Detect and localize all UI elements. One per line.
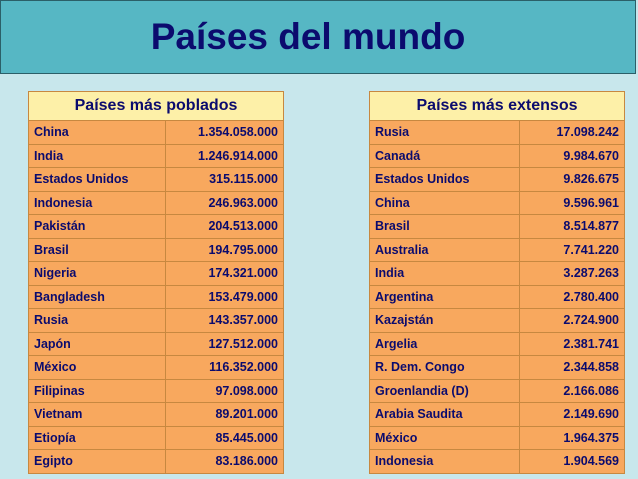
country-value: 9.826.675 [519, 167, 625, 192]
table-row: China 9.596.961 [368, 190, 625, 215]
country-value: 174.321.000 [164, 261, 285, 286]
table-row: India 3.287.263 [368, 261, 625, 286]
table-row: Estados Unidos 315.115.000 [28, 167, 285, 192]
country-value: 83.186.000 [164, 449, 285, 474]
table-row: México 1.964.375 [368, 425, 625, 450]
most-populated-header: Países más poblados [28, 91, 284, 121]
table-row: Canadá 9.984.670 [368, 143, 625, 168]
country-name: Estados Unidos [28, 167, 166, 192]
country-value: 85.445.000 [164, 425, 285, 450]
country-name: Canadá [368, 143, 521, 168]
country-name: Brasil [28, 237, 166, 262]
country-value: 1.964.375 [519, 425, 625, 450]
country-name: Etiopía [28, 425, 166, 450]
country-value: 7.741.220 [519, 237, 625, 262]
country-value: 2.780.400 [519, 284, 625, 309]
country-value: 1.904.569 [519, 449, 625, 474]
country-value: 204.513.000 [164, 214, 285, 239]
most-extensive-header: Países más extensos [369, 91, 625, 121]
country-value: 2.166.086 [519, 378, 625, 403]
country-value: 17.098.242 [519, 120, 625, 145]
country-name: China [28, 120, 166, 145]
country-name: México [28, 355, 166, 380]
country-name: India [28, 143, 166, 168]
page-title: Países del mundo [150, 16, 466, 57]
country-name: Rusia [28, 308, 166, 333]
country-value: 153.479.000 [164, 284, 285, 309]
table-row: Indonesia 246.963.000 [28, 190, 285, 215]
country-name: Brasil [368, 214, 521, 239]
country-name: Indonesia [368, 449, 521, 474]
country-name: India [368, 261, 521, 286]
most-populated-table: Países más poblados China 1.354.058.000 In… [28, 91, 285, 474]
table-row: Egipto 83.186.000 [28, 449, 285, 474]
country-value: 194.795.000 [164, 237, 285, 262]
country-name: Arabia Saudita [368, 402, 521, 427]
table-row: China 1.354.058.000 [28, 120, 285, 145]
country-name: Pakistán [28, 214, 166, 239]
country-value: 97.098.000 [164, 378, 285, 403]
table-row: Kazajstán 2.724.900 [368, 308, 625, 333]
table-row: Filipinas 97.098.000 [28, 378, 285, 403]
country-name: Vietnam [28, 402, 166, 427]
country-value: 2.381.741 [519, 331, 625, 356]
table-row: Argentina 2.780.400 [368, 284, 625, 309]
table-row: México 116.352.000 [28, 355, 285, 380]
country-value: 89.201.000 [164, 402, 285, 427]
table-row: Bangladesh 153.479.000 [28, 284, 285, 309]
country-value: 9.596.961 [519, 190, 625, 215]
table-row: Arabia Saudita 2.149.690 [368, 402, 625, 427]
country-name: Bangladesh [28, 284, 166, 309]
country-value: 8.514.877 [519, 214, 625, 239]
most-populated-body: China 1.354.058.000 India 1.246.914.000 Esta… [28, 120, 285, 474]
most-extensive-body: Rusia 17.098.242 Canadá 9.984.670 Estados Un… [368, 120, 625, 474]
table-row: Indonesia 1.904.569 [368, 449, 625, 474]
table-row: R. Dem. Congo 2.344.858 [368, 355, 625, 380]
table-row: Rusia 143.357.000 [28, 308, 285, 333]
table-row: Etiopía 85.445.000 [28, 425, 285, 450]
table-row: Brasil 8.514.877 [368, 214, 625, 239]
country-value: 116.352.000 [164, 355, 285, 380]
country-name: Argentina [368, 284, 521, 309]
country-name: Estados Unidos [368, 167, 521, 192]
country-value: 2.724.900 [519, 308, 625, 333]
table-row: Estados Unidos 9.826.675 [368, 167, 625, 192]
country-value: 315.115.000 [164, 167, 285, 192]
country-value: 3.287.263 [519, 261, 625, 286]
country-name: Nigeria [28, 261, 166, 286]
table-row: Pakistán 204.513.000 [28, 214, 285, 239]
country-name: Groenlandia (D) [368, 378, 521, 403]
country-name: China [368, 190, 521, 215]
country-value: 246.963.000 [164, 190, 285, 215]
country-name: Kazajstán [368, 308, 521, 333]
country-name: México [368, 425, 521, 450]
country-name: Indonesia [28, 190, 166, 215]
country-name: Filipinas [28, 378, 166, 403]
country-name: R. Dem. Congo [368, 355, 521, 380]
country-value: 2.344.858 [519, 355, 625, 380]
table-row: Rusia 17.098.242 [368, 120, 625, 145]
country-value: 9.984.670 [519, 143, 625, 168]
country-name: Egipto [28, 449, 166, 474]
most-extensive-table: Países más extensos Rusia 17.098.242 Canad… [368, 91, 625, 474]
country-name: Argelia [368, 331, 521, 356]
table-row: Japón 127.512.000 [28, 331, 285, 356]
country-name: Rusia [368, 120, 521, 145]
table-row: Groenlandia (D) 2.166.086 [368, 378, 625, 403]
table-row: India 1.246.914.000 [28, 143, 285, 168]
country-value: 143.357.000 [164, 308, 285, 333]
country-value: 2.149.690 [519, 402, 625, 427]
country-name: Australia [368, 237, 521, 262]
country-name: Japón [28, 331, 166, 356]
title-bar [0, 0, 636, 74]
country-value: 127.512.000 [164, 331, 285, 356]
table-row: Australia 7.741.220 [368, 237, 625, 262]
table-row: Brasil 194.795.000 [28, 237, 285, 262]
table-row: Argelia 2.381.741 [368, 331, 625, 356]
country-value: 1.354.058.000 [164, 120, 285, 145]
table-row: Nigeria 174.321.000 [28, 261, 285, 286]
table-row: Vietnam 89.201.000 [28, 402, 285, 427]
country-value: 1.246.914.000 [164, 143, 285, 168]
